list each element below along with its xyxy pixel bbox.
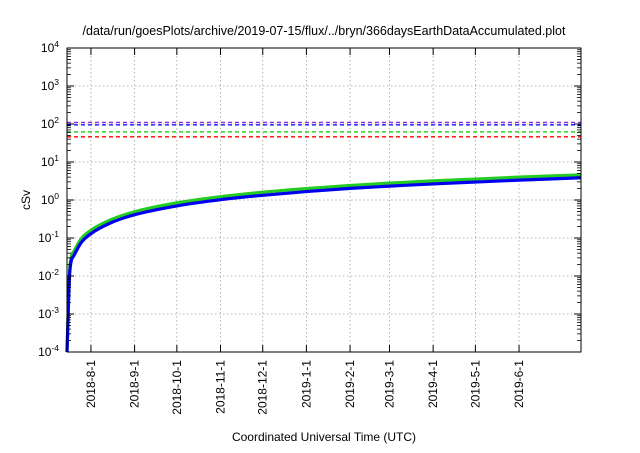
series-line-1: [65, 173, 582, 353]
x-axis-label: Coordinated Universal Time (UTC): [232, 430, 416, 444]
chart-title: /data/run/goesPlots/archive/2019-07-15/f…: [83, 24, 566, 38]
y-axis-label: cSv: [19, 190, 33, 210]
x-tick-label: 2019-5-1: [468, 360, 482, 408]
y-axis-label-group: cSv: [19, 190, 33, 210]
series-layer: [65, 173, 582, 353]
y-tick-label: 103: [41, 77, 59, 93]
x-tick-label: 2019-1-1: [299, 360, 313, 408]
y-tick-label: 10-3: [38, 305, 59, 321]
threshold-layer: [67, 121, 581, 138]
y-tick-label: 10-2: [38, 267, 59, 283]
x-tick-label: 2019-3-1: [382, 360, 396, 408]
series-line-2: [65, 176, 582, 353]
y-tick-label: 10-1: [38, 229, 59, 245]
y-tick-label: 100: [41, 191, 59, 207]
x-tick-label: 2018-8-1: [84, 360, 98, 408]
x-tick-label: 2019-4-1: [426, 360, 440, 408]
x-tick-label: 2018-10-1: [170, 360, 184, 415]
y-tick-label: 102: [41, 115, 59, 131]
x-tick-label: 2019-6-1: [512, 360, 526, 408]
x-tick-label: 2019-2-1: [343, 360, 357, 408]
grid-layer: [67, 48, 581, 352]
tick-layer: 10-4 10-3 10-2 10-1 100 101 102 103 104 2018-8-1 2…: [38, 39, 581, 415]
y-tick-label: 10-4: [38, 343, 59, 359]
x-tick-label: 2018-11-1: [213, 360, 227, 414]
x-tick-label: 2018-9-1: [128, 360, 142, 408]
x-tick-label: 2018-12-1: [256, 360, 270, 415]
y-tick-label: 101: [41, 153, 59, 169]
y-tick-label: 104: [41, 39, 59, 55]
